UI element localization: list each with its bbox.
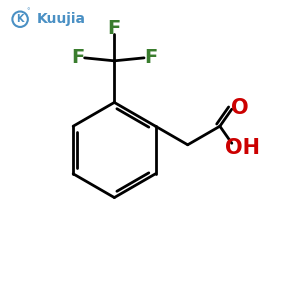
Text: O: O — [231, 98, 249, 118]
Text: F: F — [108, 19, 121, 38]
Text: K: K — [16, 14, 24, 24]
Text: OH: OH — [225, 138, 260, 158]
Text: F: F — [71, 48, 85, 68]
Text: Kuujia: Kuujia — [37, 12, 86, 26]
Text: F: F — [144, 48, 157, 68]
Text: °: ° — [27, 8, 30, 14]
